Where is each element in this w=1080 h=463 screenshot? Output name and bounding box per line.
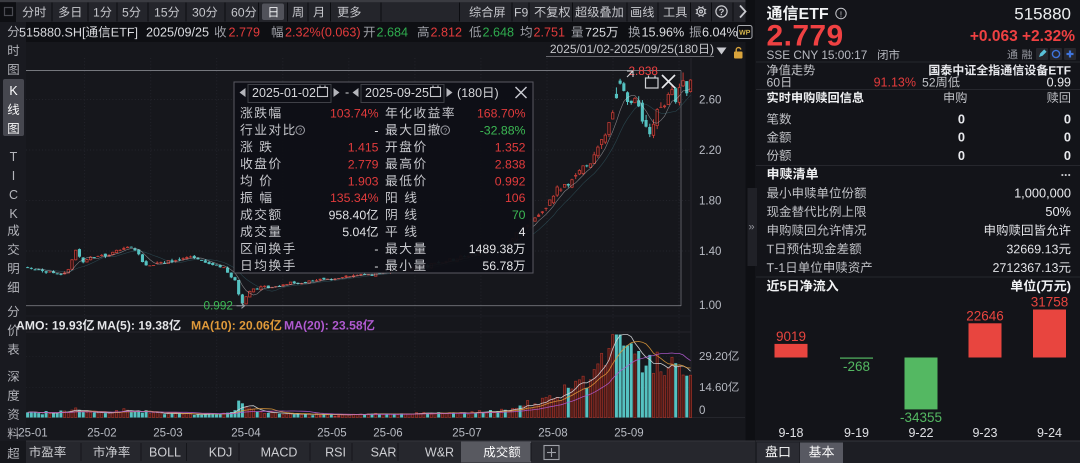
svg-text:-: - [374,259,378,273]
svg-text:0.992: 0.992 [495,174,526,188]
svg-text:SSE CNY 15:00:17: SSE CNY 15:00:17 [767,48,868,62]
svg-text:6.04%: 6.04% [702,26,738,40]
svg-text:0.99: 0.99 [1047,76,1071,90]
svg-text:25-09: 25-09 [614,428,643,440]
svg-text:31758: 31758 [1031,295,1069,310]
svg-text:2.32%(0.063): 2.32%(0.063) [285,26,361,40]
svg-text:106: 106 [505,191,526,205]
svg-text:25-05: 25-05 [317,428,346,440]
svg-text:9-22: 9-22 [908,426,933,440]
svg-text:25-08: 25-08 [538,428,567,440]
svg-text:2025-01-02: 2025-01-02 [252,86,316,100]
svg-text:0: 0 [958,148,965,163]
svg-text:RSI: RSI [325,446,346,460]
svg-text:0: 0 [699,405,705,417]
svg-text:0: 0 [958,130,965,145]
svg-text:25-06: 25-06 [373,428,402,440]
svg-text:K: K [9,207,18,221]
svg-text:I: I [12,169,15,183]
svg-text:2.779: 2.779 [348,157,379,171]
svg-text:K: K [9,84,18,98]
svg-text:1,000,000: 1,000,000 [1014,186,1071,201]
svg-text:1.415: 1.415 [348,140,379,154]
svg-text:+0.063 +2.32%: +0.063 +2.32% [970,28,1075,45]
svg-text:25-01: 25-01 [18,428,47,440]
svg-text:4: 4 [519,225,526,239]
svg-text:1.352: 1.352 [495,140,526,154]
svg-text:9-24: 9-24 [1037,426,1062,440]
svg-text:2.684: 2.684 [377,26,409,40]
svg-text:2.60: 2.60 [699,95,721,107]
svg-text:2025/09/25: 2025/09/25 [146,26,209,40]
svg-text:22646: 22646 [966,308,1004,323]
svg-text:0.992: 0.992 [203,299,233,313]
svg-text:-: - [374,123,378,137]
svg-text:103.74%: 103.74% [330,107,379,121]
svg-text:BOLL: BOLL [149,446,181,460]
svg-text:50%: 50% [1045,204,1071,219]
svg-text:9019: 9019 [776,329,806,344]
svg-text:C: C [9,188,18,202]
svg-text:2025-09-25: 2025-09-25 [365,86,429,100]
svg-text:0: 0 [958,112,965,127]
svg-text:-: - [374,242,378,256]
svg-text:9-18: 9-18 [778,426,803,440]
svg-text:1.40: 1.40 [699,246,721,258]
svg-text:25-03: 25-03 [153,428,182,440]
svg-text:0: 0 [1064,148,1071,163]
svg-text:SAR: SAR [371,446,397,460]
svg-text:70: 70 [512,208,526,222]
svg-text:25-02: 25-02 [87,428,116,440]
svg-text:2.838: 2.838 [495,157,526,171]
svg-text:91.13%: 91.13% [874,76,916,90]
svg-text:0: 0 [1064,112,1071,127]
svg-text:25-07: 25-07 [452,428,481,440]
svg-text:T: T [10,150,18,164]
svg-text:W&R: W&R [425,446,454,460]
svg-text:MACD: MACD [261,446,298,460]
svg-text:0: 0 [1064,130,1071,145]
svg-text:9-19: 9-19 [844,426,869,440]
svg-text:168.70%: 168.70% [477,107,526,121]
svg-text:1.903: 1.903 [348,174,379,188]
svg-text:2.20: 2.20 [699,145,721,157]
svg-text:25-04: 25-04 [231,428,261,440]
svg-text:-: - [345,86,349,100]
svg-text:515880: 515880 [1014,5,1071,24]
svg-text:-32.88%: -32.88% [480,123,526,137]
svg-text:-34355: -34355 [900,410,942,425]
svg-text:9-23: 9-23 [972,426,997,440]
svg-text:135.34%: 135.34% [330,191,379,205]
svg-text:2.779: 2.779 [767,20,844,53]
svg-text:2.812: 2.812 [431,26,463,40]
svg-text:2.648: 2.648 [483,26,515,40]
svg-text:2.751: 2.751 [534,26,566,40]
svg-text:1.00: 1.00 [699,300,721,312]
svg-text:2.838: 2.838 [628,64,658,78]
svg-text:...: ... [1061,165,1071,179]
svg-text:-268: -268 [843,359,870,374]
svg-text:15.96%: 15.96% [642,26,685,40]
svg-text:KDJ: KDJ [209,446,233,460]
svg-text:1.80: 1.80 [699,196,721,208]
svg-text:2.779: 2.779 [229,26,261,40]
